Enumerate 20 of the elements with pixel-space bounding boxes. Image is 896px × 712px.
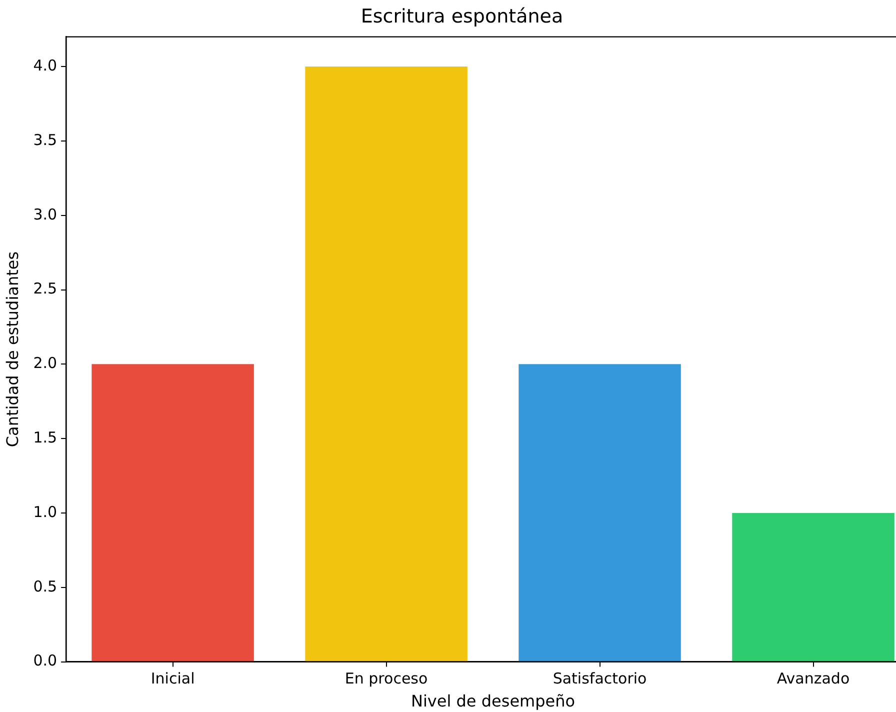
y-tick-label: 4.0 bbox=[33, 56, 58, 74]
bar bbox=[92, 364, 254, 662]
x-tick-label: Inicial bbox=[150, 670, 195, 688]
y-tick-label: 0.5 bbox=[33, 577, 58, 596]
y-axis-title: Cantidad de estudiantes bbox=[2, 251, 22, 448]
x-tick-label: En proceso bbox=[344, 670, 428, 688]
y-tick-label: 3.0 bbox=[33, 205, 58, 224]
y-tick-label: 1.0 bbox=[33, 502, 58, 521]
y-tick-label: 3.5 bbox=[33, 130, 58, 149]
y-tick-label: 1.5 bbox=[33, 428, 58, 446]
y-tick-label: 2.0 bbox=[33, 354, 58, 372]
y-tick-label: 2.5 bbox=[33, 280, 58, 298]
y-tick-label: 0.0 bbox=[33, 652, 58, 670]
x-tick-label: Satisfactorio bbox=[552, 670, 647, 688]
chart-title: Escritura espontánea bbox=[360, 5, 564, 28]
bar bbox=[305, 66, 468, 662]
bar bbox=[732, 512, 894, 662]
bar bbox=[518, 364, 681, 662]
x-tick-label: Avanzado bbox=[776, 670, 850, 688]
x-axis-title: Nivel de desempeño bbox=[411, 692, 576, 711]
